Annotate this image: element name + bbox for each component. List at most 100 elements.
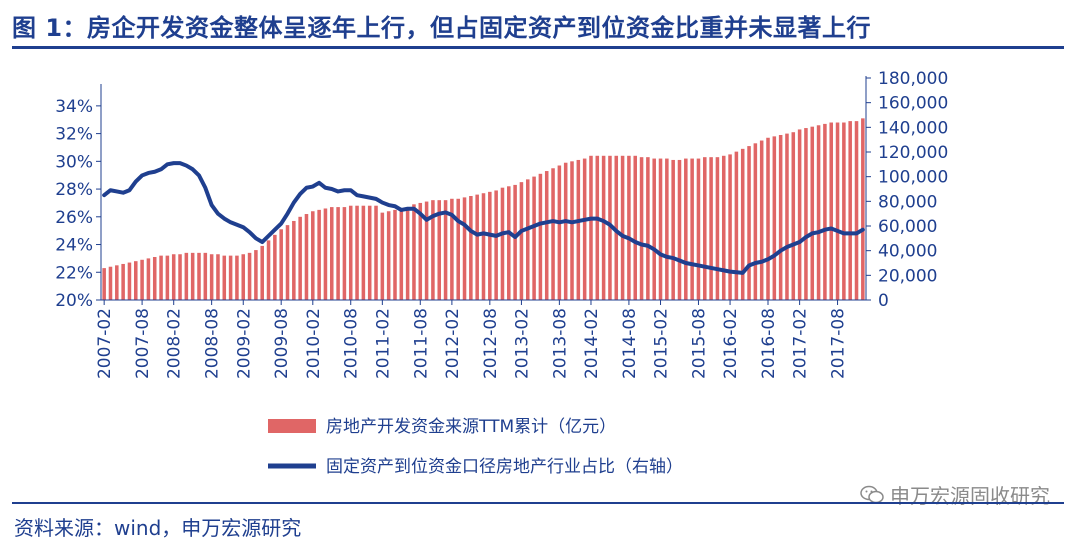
right-axis: 0 20,000 40,000 60,000 80,000 100,000 120,000 1…: [865, 69, 948, 311]
x-tick-label: 2016-02: [721, 308, 741, 379]
bar-2008-03: [178, 254, 182, 300]
bar-2010-04: [323, 208, 328, 300]
bar-series: [102, 118, 865, 301]
x-tick-label: 2016-08: [759, 308, 779, 379]
bar-2013-11: [576, 159, 581, 300]
bar-2007-11: [159, 255, 163, 300]
bar-2009-08: [279, 229, 283, 300]
bar-2015-03: [665, 158, 669, 300]
x-tick-label: 2017-02: [791, 308, 811, 379]
bar-2017-07: [829, 122, 833, 300]
bar-2016-07: [759, 140, 764, 300]
bar-2011-09: [424, 201, 429, 300]
bar-2009-03: [247, 252, 252, 300]
bar-2014-05: [608, 155, 612, 300]
bar-2014-04: [601, 155, 606, 300]
bar-2015-11: [715, 157, 720, 300]
bar-2013-12: [582, 158, 587, 300]
bar-2011-05: [399, 208, 404, 300]
bar-2007-12: [165, 255, 170, 300]
bar-2017-12: [861, 118, 865, 300]
bar-2013-04: [532, 176, 536, 300]
legend-swatch-bar: [268, 419, 316, 433]
left-tick-label: 22%: [55, 263, 93, 283]
bar-2010-05: [329, 207, 334, 300]
chart-title: 图 1：房企开发资金整体呈逐年上行，但占固定资产到位资金比重并未显著上行: [12, 14, 872, 42]
bar-2015-06: [684, 158, 688, 300]
bar-2012-08: [488, 191, 492, 300]
bar-2016-04: [740, 148, 745, 300]
bar-2009-04: [254, 250, 258, 300]
bar-2015-02: [658, 158, 663, 300]
bar-2010-12: [374, 205, 378, 300]
x-tick-label: 2008-02: [165, 308, 185, 379]
watermark-text: 申万宏源固收研究: [890, 484, 1050, 508]
bar-2008-05: [190, 252, 195, 300]
legend-label-bar: 房地产开发资金来源TTM累计（亿元）: [326, 417, 616, 437]
bar-2009-02: [241, 254, 246, 300]
bar-2011-02: [380, 212, 385, 300]
x-tick-label: 2010-02: [304, 308, 324, 379]
bar-2009-11: [298, 216, 302, 300]
source-note: 资料来源：wind，申万宏源研究: [14, 516, 302, 540]
footer-divider: [12, 502, 1064, 504]
x-tick-label: 2014-02: [582, 308, 602, 379]
left-axis: 20% 22% 24% 26% 28% 30% 32% 34%: [55, 84, 102, 311]
bar-2007-08: [140, 259, 144, 300]
x-tick-label: 2015-02: [652, 308, 672, 379]
bar-2009-09: [285, 225, 290, 300]
bar-2016-02: [728, 154, 732, 300]
bar-2013-02: [519, 182, 524, 300]
left-tick-label: 32%: [55, 125, 93, 145]
right-tick-label: 20,000: [878, 266, 937, 286]
bar-2010-10: [361, 205, 366, 300]
bar-2011-08: [418, 202, 423, 300]
bar-2009-05: [260, 245, 264, 300]
x-tick-label: 2013-02: [512, 308, 532, 379]
right-tick-label: 100,000: [878, 168, 948, 188]
left-tick-label: 26%: [55, 208, 93, 228]
bar-2017-03: [804, 128, 808, 300]
bar-2010-09: [355, 205, 359, 300]
right-tick-label: 180,000: [878, 69, 948, 89]
bar-2015-12: [721, 155, 726, 300]
bar-2008-09: [216, 254, 220, 300]
bar-2012-02: [450, 198, 454, 300]
x-tick-label: 2017-08: [829, 308, 849, 379]
bar-2011-07: [412, 204, 416, 300]
bar-2014-09: [633, 155, 638, 300]
line-series: [102, 161, 865, 275]
bar-2013-03: [525, 179, 530, 300]
bar-2014-03: [595, 155, 600, 300]
bar-2008-11: [228, 255, 233, 300]
bar-2008-10: [222, 255, 227, 300]
bar-2009-12: [304, 214, 309, 300]
bar-2008-04: [184, 252, 189, 300]
bar-2012-07: [481, 193, 486, 300]
left-tick-label: 28%: [55, 180, 93, 200]
watermark: 申万宏源固收研究: [860, 480, 1050, 509]
right-tick-label: 40,000: [878, 242, 937, 262]
x-tick-label: 2014-08: [620, 308, 640, 379]
bar-2010-11: [367, 205, 372, 300]
legend: 房地产开发资金来源TTM累计（亿元） 固定资产到位资金口径房地产行业占比（右轴）: [268, 417, 683, 477]
bar-2013-07: [551, 168, 555, 300]
x-tick-label: 2015-08: [689, 308, 709, 379]
bar-2016-06: [753, 143, 758, 300]
bar-2017-08: [835, 122, 840, 300]
bar-2007-10: [152, 257, 157, 300]
right-tick-label: 140,000: [878, 118, 948, 138]
bar-2016-09: [772, 136, 777, 300]
x-axis: 2007-02 2007-08 2008-02 2008-08 2009-02 2009-…: [95, 299, 866, 379]
bar-2009-07: [273, 234, 277, 300]
bar-2013-06: [544, 171, 549, 300]
bar-2011-12: [443, 200, 448, 300]
bar-2007-05: [121, 263, 125, 300]
bar-2014-10: [639, 157, 644, 300]
bar-2013-10: [570, 161, 574, 300]
bar-2016-12: [791, 132, 796, 300]
bar-2009-06: [266, 240, 271, 300]
bar-2015-09: [703, 157, 707, 300]
bar-2007-06: [127, 262, 132, 300]
bar-2012-04: [462, 197, 467, 300]
